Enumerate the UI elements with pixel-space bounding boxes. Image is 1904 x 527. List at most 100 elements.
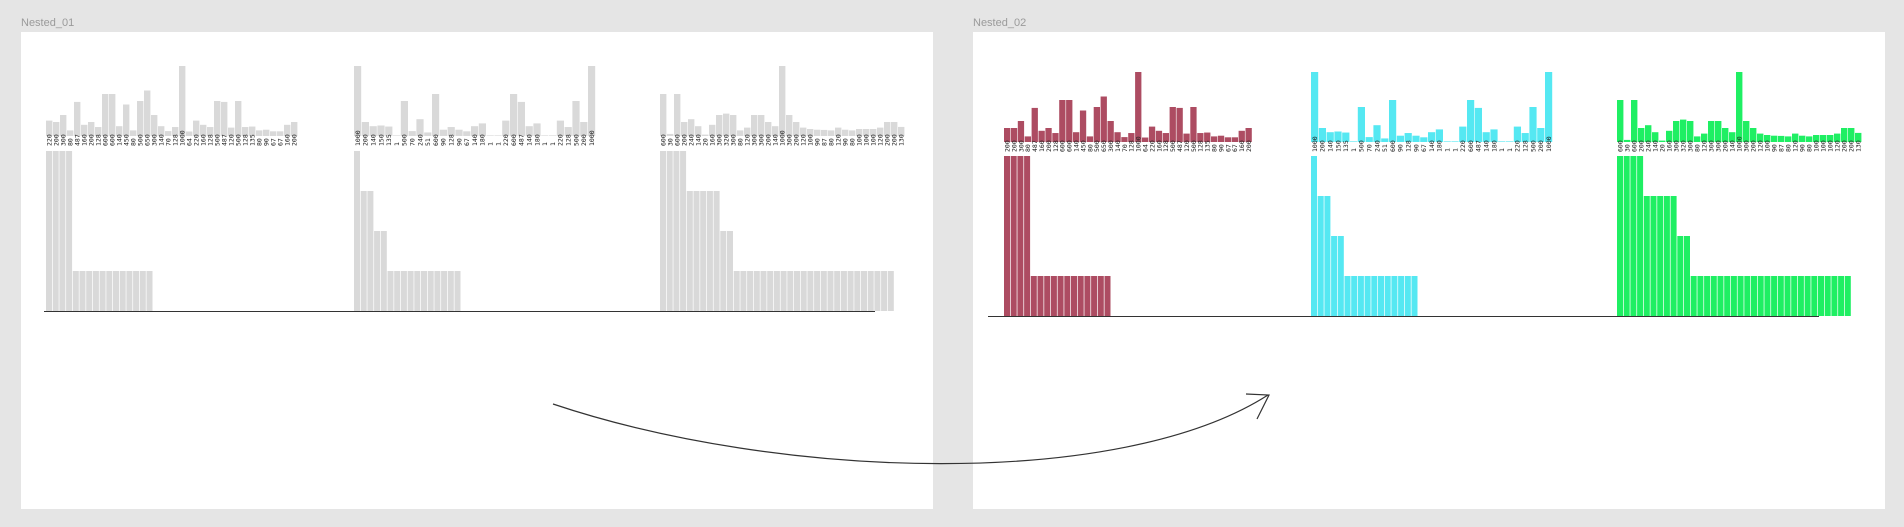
top-bar-1-6: [1045, 128, 1052, 142]
top-bar-label-3-6: 20: [1659, 144, 1667, 152]
bottom-bar-1-14: [139, 271, 146, 311]
bottom-bar-3-3: [680, 151, 687, 311]
top-bar-2-29: [580, 122, 588, 136]
top-bar-2-7: [408, 131, 416, 136]
frame-nested-02[interactable]: 200 200 300 80 487 160 200 128 600 600 140 450 80 500…: [973, 32, 1885, 509]
top-bar-2-28: [1529, 107, 1537, 142]
top-bar-3-14: [758, 115, 765, 136]
top-bar-label-3-14: 300: [758, 134, 766, 146]
bottom-bar-1-0: [1004, 156, 1010, 316]
bottom-bar-1-4: [1030, 276, 1037, 316]
top-bar-3-33: [891, 122, 898, 136]
bottom-bar-3-10: [1684, 236, 1690, 316]
top-bar-1-25: [1176, 107, 1183, 142]
top-bar-2-21: [517, 101, 525, 136]
top-bar-label-1-12: 80: [1086, 144, 1094, 152]
top-bar-1-29: [1204, 132, 1211, 142]
bottom-bar-1-12: [126, 271, 133, 311]
top-bar-label-1-21: 220: [193, 134, 201, 146]
bottom-bar-2-9: [414, 271, 421, 311]
top-bar-label-1-30: 80: [256, 138, 264, 146]
bottom-bar-2-10: [1378, 276, 1384, 316]
top-bar-label-2-22: 140: [526, 134, 534, 146]
top-bar-3-16: [1729, 132, 1736, 142]
top-bar-1-25: [221, 101, 228, 136]
top-bar-label-2-1: 200: [362, 134, 370, 146]
top-bar-1-20: [1142, 137, 1149, 142]
bottom-bar-3-29: [854, 271, 861, 311]
top-bar-3-13: [1708, 121, 1715, 142]
top-bar-1-7: [95, 127, 102, 136]
top-bar-3-19: [1750, 128, 1757, 142]
top-bar-1-8: [1059, 100, 1066, 142]
top-bar-3-32: [884, 122, 891, 136]
top-bar-3-17: [779, 66, 786, 136]
top-bar-3-27: [1806, 136, 1813, 142]
bottom-bar-3-15: [760, 271, 767, 311]
bottom-bar-2-11: [427, 271, 434, 311]
top-bar-label-2-27: 128: [1522, 140, 1530, 152]
top-bar-3-34: [1855, 132, 1862, 142]
bottom-bar-3-24: [1777, 276, 1784, 316]
top-bar-label-3-23: 87: [821, 138, 829, 146]
top-bar-label-1-25: 487: [1176, 140, 1184, 152]
bottom-bar-2-6: [1351, 276, 1358, 316]
top-bar-label-1-35: 200: [291, 134, 299, 146]
bottom-bar-2-1: [360, 191, 367, 311]
top-bar-label-1-9: 600: [1066, 140, 1074, 152]
top-bar-label-2-9: 51: [1381, 144, 1389, 152]
frame-nested-01[interactable]: 220 200 300 80 487 160 200 128 600 600 140 450 80 500…: [21, 32, 933, 509]
top-bar-2-13: [455, 129, 463, 136]
top-bar-2-11: [439, 129, 447, 136]
top-bar-3-10: [1687, 121, 1694, 142]
top-bar-label-2-6: 500: [1358, 140, 1366, 152]
bottom-bar-1-7: [1050, 276, 1057, 316]
bottom-bar-3-34: [887, 271, 894, 311]
bottom-bar-3-7: [706, 191, 713, 311]
bottom-bar-3-12: [1697, 276, 1704, 316]
top-bar-label-2-14: 67: [1420, 144, 1428, 152]
top-bar-1-1: [53, 122, 60, 136]
top-bar-label-1-34: 160: [284, 134, 292, 146]
top-bar-label-1-16: 140: [1114, 140, 1122, 152]
top-bar-3-16: [772, 126, 779, 136]
top-bar-3-23: [1778, 135, 1785, 142]
top-bar-2-24: [1498, 141, 1506, 142]
top-bar-label-2-12: 128: [448, 134, 456, 146]
top-bar-label-3-11: 80: [737, 138, 745, 146]
top-bar-label-2-10: 600: [432, 134, 440, 146]
top-bar-1-16: [1114, 132, 1121, 142]
bottom-bar-2-12: [1391, 276, 1398, 316]
top-bar-1-5: [1038, 130, 1045, 142]
bottom-bar-3-17: [1730, 276, 1737, 316]
top-bar-label-3-32: 200: [884, 134, 892, 146]
top-bar-3-12: [744, 127, 751, 136]
top-bar-3-17: [1736, 72, 1743, 142]
top-bar-label-1-17: 70: [165, 138, 173, 146]
top-bar-label-3-27: 80: [1806, 144, 1814, 152]
top-bar-1-28: [242, 127, 249, 136]
bottom-bar-3-15: [1717, 276, 1724, 316]
bottom-bar-1-5: [1037, 276, 1044, 316]
top-bar-label-2-21: 487: [1475, 140, 1483, 152]
top-bar-3-15: [765, 122, 772, 136]
bottom-bar-1-9: [106, 271, 113, 311]
top-bar-label-2-21: 487: [518, 134, 526, 146]
top-bar-label-3-7: 160: [709, 134, 717, 146]
top-bar-3-28: [1813, 135, 1820, 142]
top-bar-label-1-23: 128: [1162, 140, 1170, 152]
top-bar-label-3-3: 200: [1638, 140, 1646, 152]
top-bar-label-2-15: 140: [471, 134, 479, 146]
top-bar-label-2-20: 600: [510, 134, 518, 146]
top-bar-label-1-21: 220: [1148, 140, 1156, 152]
bottom-bar-1-1: [52, 151, 59, 311]
top-bar-label-3-13: 300: [1708, 140, 1716, 152]
top-bar-1-15: [151, 115, 158, 136]
top-bar-3-19: [793, 122, 800, 136]
top-bar-1-11: [123, 104, 130, 136]
bottom-bar-3-12: [740, 271, 747, 311]
top-bar-3-18: [786, 115, 793, 136]
top-bar-label-3-17: 1000: [779, 130, 787, 146]
top-bar-3-14: [1715, 121, 1722, 142]
top-bar-label-1-15: 300: [1107, 140, 1115, 152]
